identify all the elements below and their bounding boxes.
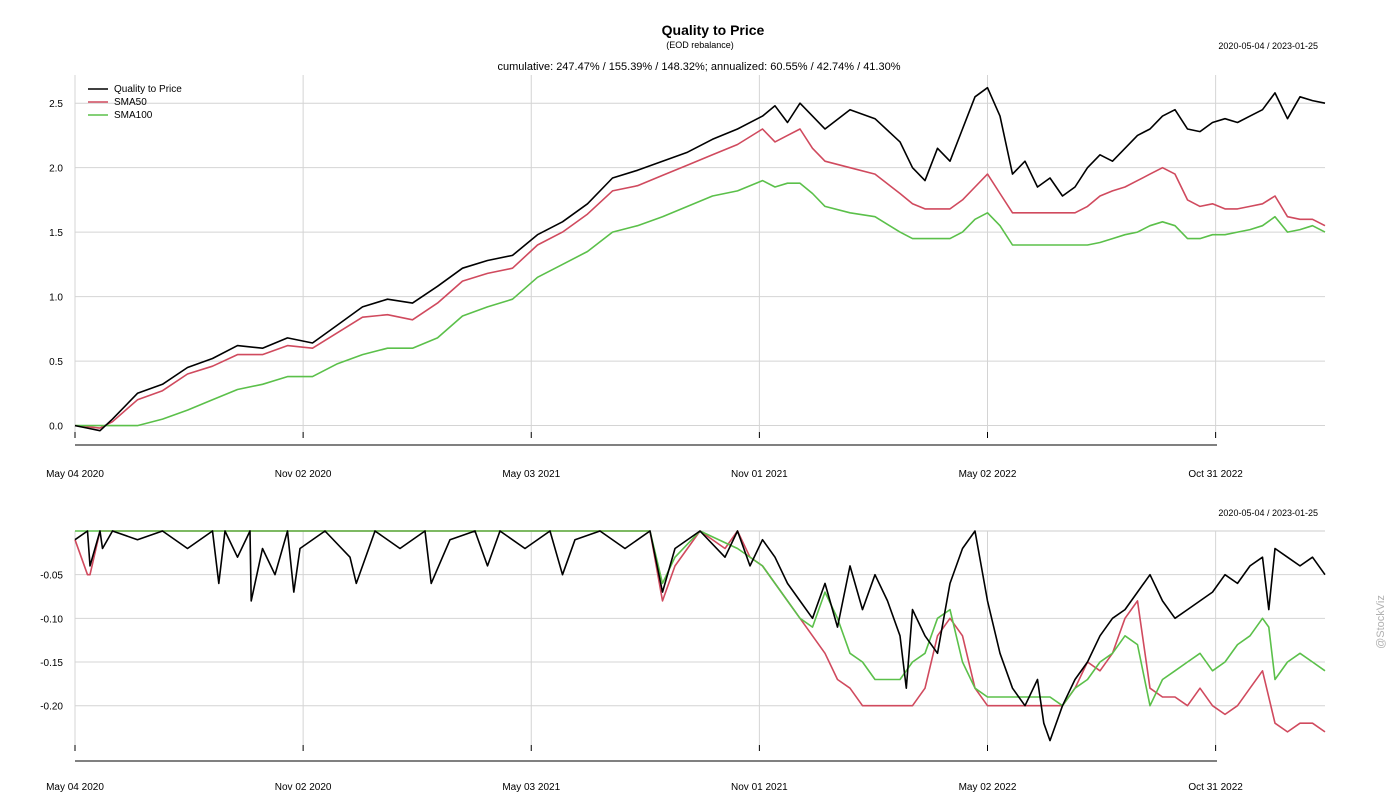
drawdown-x-tick-label-0: May 04 2020: [46, 782, 104, 793]
drawdown-series-line-sma100: [75, 530, 1326, 707]
drawdown-x-tick-label-2: May 03 2021: [502, 782, 560, 793]
drawdown-grid: [74, 531, 1325, 745]
chart-title: Quality to Price: [662, 22, 765, 38]
performance-x-tick-label-0: May 04 2020: [46, 469, 104, 480]
legend-label-quality: Quality to Price: [114, 84, 182, 95]
stats-line: cumulative: 247.47% / 155.39% / 148.32%;…: [498, 61, 901, 73]
drawdown-y-tick-label-3: -0.20: [40, 702, 63, 713]
performance-y-tick-label-0: 0.0: [49, 422, 63, 433]
performance-series-line-quality-to-price: [74, 86, 1326, 432]
drawdown-y-tick-label-1: -0.10: [40, 614, 63, 625]
performance-x-axis: May 04 2020 Nov 02 2020 May 03 2021 Nov 01 …: [46, 432, 1243, 480]
drawdown-x-tick-label-1: Nov 02 2020: [275, 782, 332, 793]
drawdown-panel: -0.05 -0.10 -0.15 -0.20 May 04 2020 Nov 02 2…: [40, 530, 1326, 793]
performance-y-tick-label-3: 1.5: [49, 228, 63, 239]
drawdown-series-line-sma50: [74, 530, 1326, 733]
performance-y-axis: 0.0 0.5 1.0 1.5 2.0 2.5: [49, 99, 63, 432]
drawdown-series-line-quality-to-price: [74, 530, 1326, 742]
bottom-date-range: 2020-05-04 / 2023-01-25: [1218, 508, 1318, 518]
performance-x-tick-label-4: May 02 2022: [959, 469, 1017, 480]
performance-series-line-sma100: [75, 179, 1326, 427]
drawdown-x-tick-label-3: Nov 01 2021: [731, 782, 788, 793]
performance-panel: 0.0 0.5 1.0 1.5 2.0 2.5 May 04 2020 Nov 02 202…: [46, 75, 1326, 480]
performance-y-tick-label-4: 2.0: [49, 164, 63, 175]
performance-x-tick-label-1: Nov 02 2020: [275, 469, 332, 480]
performance-x-tick-label-2: May 03 2021: [502, 469, 560, 480]
performance-y-tick-label-5: 2.5: [49, 99, 63, 110]
drawdown-x-tick-label-5: Oct 31 2022: [1188, 782, 1243, 793]
drawdown-y-axis: -0.05 -0.10 -0.15 -0.20: [40, 571, 63, 713]
drawdown-x-tick-label-4: May 02 2022: [959, 782, 1017, 793]
performance-grid: [74, 75, 1325, 432]
drawdown-series: [74, 530, 1326, 742]
top-date-range: 2020-05-04 / 2023-01-25: [1218, 41, 1318, 51]
performance-x-tick-label-3: Nov 01 2021: [731, 469, 788, 480]
drawdown-y-tick-label-0: -0.05: [40, 571, 63, 582]
legend: Quality to Price SMA50 SMA100: [88, 84, 182, 121]
chart-subtitle: (EOD rebalance): [666, 40, 734, 50]
drawdown-x-axis: May 04 2020 Nov 02 2020 May 03 2021 Nov 01 …: [46, 745, 1243, 793]
performance-series-line-sma50: [74, 128, 1326, 429]
performance-y-tick-label-2: 1.0: [49, 293, 63, 304]
legend-label-sma50: SMA50: [114, 97, 147, 108]
performance-x-tick-label-5: Oct 31 2022: [1188, 469, 1243, 480]
watermark: @StockViz: [1375, 595, 1387, 649]
drawdown-y-tick-label-2: -0.15: [40, 658, 63, 669]
legend-label-sma100: SMA100: [114, 110, 153, 121]
performance-series: [74, 86, 1326, 432]
performance-y-tick-label-1: 0.5: [49, 357, 63, 368]
